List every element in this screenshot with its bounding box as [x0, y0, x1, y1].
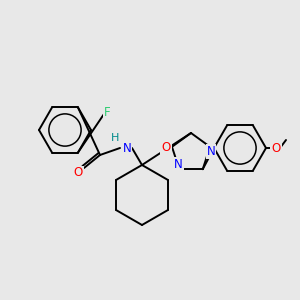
- Text: O: O: [74, 167, 82, 179]
- Text: H: H: [111, 133, 119, 143]
- Text: N: N: [174, 158, 183, 171]
- Text: F: F: [104, 106, 110, 118]
- Text: N: N: [123, 142, 131, 154]
- Text: N: N: [207, 145, 215, 158]
- Text: O: O: [272, 142, 280, 154]
- Text: O: O: [161, 141, 171, 154]
